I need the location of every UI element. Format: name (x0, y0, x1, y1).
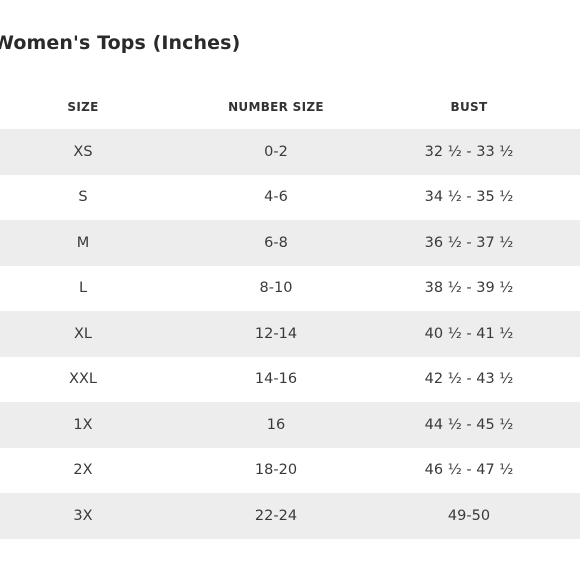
number-size-cell: 16 (266, 416, 286, 433)
table-row: L 8-10 38 ½ - 39 ½ (0, 266, 580, 312)
number-size-cell: 4-6 (264, 189, 288, 206)
bust-cell: 38 ½ - 39 ½ (424, 280, 514, 297)
size-cell: XS (73, 143, 93, 160)
bust-cell: 34 ½ - 35 ½ (424, 189, 514, 206)
table-row: 3X 22-24 49-50 (0, 493, 580, 539)
page-title: Women's Tops (Inches) (0, 32, 241, 54)
bust-cell: 46 ½ - 47 ½ (424, 462, 514, 479)
number-size-cell: 22-24 (254, 507, 298, 524)
table-row: M 6-8 36 ½ - 37 ½ (0, 220, 580, 266)
size-cell: S (78, 189, 88, 206)
table-row: S 4-6 34 ½ - 35 ½ (0, 175, 580, 221)
size-cell: XXL (69, 371, 97, 388)
number-size-cell: 8-10 (259, 280, 293, 297)
size-cell: L (78, 280, 88, 297)
column-header-size: SIZE (67, 100, 99, 114)
bust-cell: 32 ½ - 33 ½ (424, 143, 514, 160)
number-size-cell: 14-16 (254, 371, 298, 388)
number-size-cell: 12-14 (254, 325, 298, 342)
number-size-cell: 6-8 (264, 234, 288, 251)
column-header-bust: BUST (450, 100, 488, 114)
table-row: 2X 18-20 46 ½ - 47 ½ (0, 448, 580, 494)
bust-cell: 42 ½ - 43 ½ (424, 371, 514, 388)
table-row: 1X 16 44 ½ - 45 ½ (0, 402, 580, 448)
size-cell: XL (73, 325, 92, 342)
bust-cell: 49-50 (447, 507, 491, 524)
size-chart-table: SIZE NUMBER SIZE BUST XS 0-2 32 ½ - 33 ½… (0, 85, 580, 539)
size-cell: 3X (73, 507, 93, 524)
column-header-number-size: NUMBER SIZE (228, 100, 324, 114)
table-row: XXL 14-16 42 ½ - 43 ½ (0, 357, 580, 403)
bust-cell: 40 ½ - 41 ½ (424, 325, 514, 342)
table-row: XL 12-14 40 ½ - 41 ½ (0, 311, 580, 357)
size-cell: 1X (73, 416, 93, 433)
size-cell: M (76, 234, 90, 251)
bust-cell: 36 ½ - 37 ½ (424, 234, 514, 251)
size-cell: 2X (73, 462, 93, 479)
number-size-cell: 18-20 (254, 462, 298, 479)
bust-cell: 44 ½ - 45 ½ (424, 416, 514, 433)
number-size-cell: 0-2 (264, 143, 288, 160)
table-header: SIZE NUMBER SIZE BUST (0, 85, 580, 129)
table-row: XS 0-2 32 ½ - 33 ½ (0, 129, 580, 175)
